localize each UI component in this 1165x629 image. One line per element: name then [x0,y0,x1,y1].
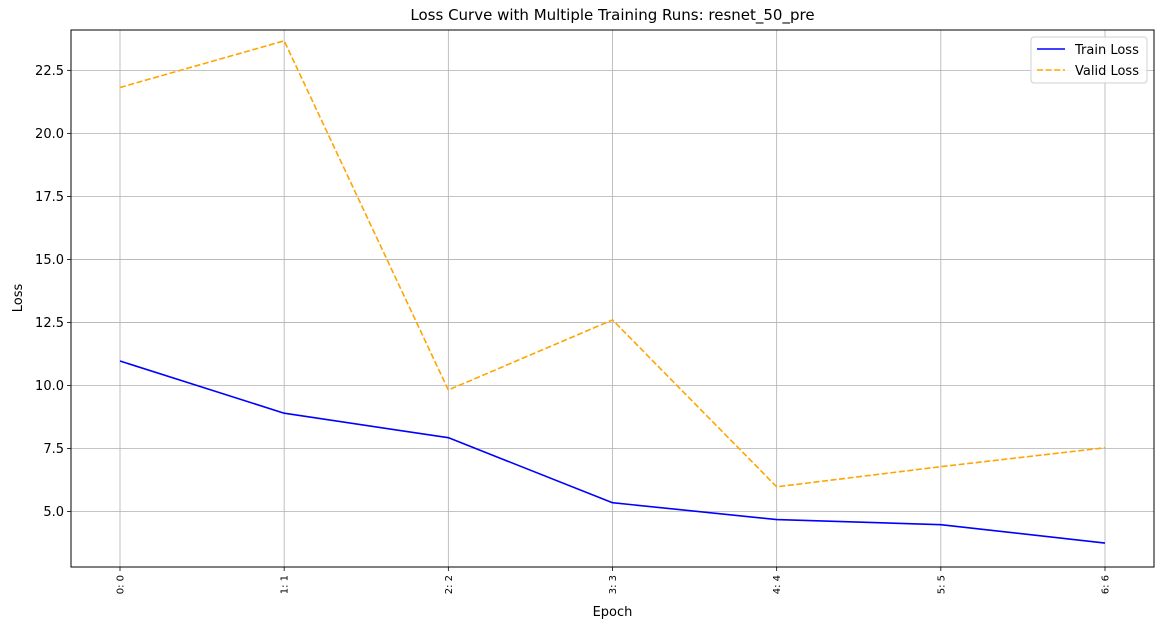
series-line-train-loss [119,360,1106,544]
legend-label-train-loss: Train Loss [1074,43,1139,58]
x-tick-label: 5: 5 [936,575,947,594]
y-tick-label: 12.5 [35,316,64,331]
x-axis-label: Epoch [593,605,633,620]
y-axis-ticks: 5.0 7.5 10.0 12.5 15.0 17.5 20.0 22.5 [35,64,71,520]
y-tick-label: 7.5 [43,442,64,457]
y-tick-label: 15.0 [35,253,64,268]
grid-lines [71,30,1154,567]
legend: Train Loss Valid Loss [1030,36,1148,84]
y-tick-label: 17.5 [35,190,64,205]
y-tick-label: 22.5 [35,64,64,79]
x-tick-label: 0: 0 [116,575,127,594]
x-tick-label: 1: 1 [280,575,291,594]
y-tick-label: 20.0 [35,127,64,142]
series-layer [119,40,1106,544]
x-tick-label: 3: 3 [608,575,619,594]
chart-title: Loss Curve with Multiple Training Runs: … [410,6,814,25]
x-tick-label: 2: 2 [444,575,455,594]
y-axis-label: Loss [11,284,26,313]
y-tick-label: 10.0 [35,379,64,394]
series-line-valid-loss [119,40,1106,488]
x-tick-label: 6: 6 [1101,575,1112,594]
x-axis-ticks: 0: 0 1: 1 2: 2 3: 3 4: 4 5: 5 6: 6 [116,567,1112,594]
legend-label-valid-loss: Valid Loss [1075,64,1139,79]
y-tick-label: 5.0 [43,505,64,520]
x-tick-label: 4: 4 [772,575,783,594]
